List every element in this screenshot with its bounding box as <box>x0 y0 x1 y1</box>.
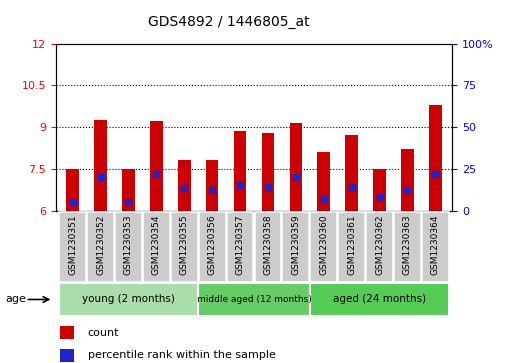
Bar <box>94 120 107 211</box>
Point <box>264 184 272 190</box>
Bar <box>178 160 190 211</box>
Point <box>124 199 133 205</box>
Text: GSM1230363: GSM1230363 <box>403 214 412 275</box>
Text: GSM1230360: GSM1230360 <box>319 214 328 275</box>
Text: GSM1230358: GSM1230358 <box>264 214 272 275</box>
Text: GSM1230353: GSM1230353 <box>124 214 133 275</box>
Point <box>69 199 77 205</box>
FancyBboxPatch shape <box>198 283 310 316</box>
Point <box>320 196 328 202</box>
Point <box>431 171 439 177</box>
FancyBboxPatch shape <box>310 212 337 282</box>
Point <box>403 187 411 192</box>
Text: middle aged (12 months): middle aged (12 months) <box>197 295 311 304</box>
FancyBboxPatch shape <box>282 212 309 282</box>
Point <box>97 174 105 180</box>
FancyBboxPatch shape <box>87 212 114 282</box>
Text: GSM1230356: GSM1230356 <box>208 214 216 275</box>
Text: young (2 months): young (2 months) <box>82 294 175 305</box>
Text: GSM1230359: GSM1230359 <box>292 214 300 275</box>
Text: GSM1230351: GSM1230351 <box>68 214 77 275</box>
Text: GSM1230352: GSM1230352 <box>96 214 105 275</box>
FancyBboxPatch shape <box>115 212 142 282</box>
Text: percentile rank within the sample: percentile rank within the sample <box>87 350 275 360</box>
Text: GSM1230361: GSM1230361 <box>347 214 356 275</box>
Bar <box>429 105 441 211</box>
FancyBboxPatch shape <box>394 212 421 282</box>
Point <box>208 187 216 192</box>
Bar <box>345 135 358 211</box>
Bar <box>373 169 386 211</box>
Text: GSM1230364: GSM1230364 <box>431 214 440 275</box>
Point <box>180 185 188 191</box>
FancyBboxPatch shape <box>58 283 198 316</box>
Bar <box>122 169 135 211</box>
FancyBboxPatch shape <box>59 212 86 282</box>
Point <box>292 174 300 180</box>
Bar <box>262 132 274 211</box>
FancyBboxPatch shape <box>338 212 365 282</box>
Text: aged (24 months): aged (24 months) <box>333 294 426 305</box>
Bar <box>234 131 246 211</box>
Bar <box>67 169 79 211</box>
Bar <box>290 123 302 211</box>
FancyBboxPatch shape <box>310 283 450 316</box>
FancyBboxPatch shape <box>422 212 449 282</box>
FancyBboxPatch shape <box>255 212 281 282</box>
Bar <box>60 349 74 362</box>
Text: GSM1230357: GSM1230357 <box>236 214 244 275</box>
Bar <box>206 160 218 211</box>
Bar <box>401 149 414 211</box>
FancyBboxPatch shape <box>366 212 393 282</box>
Text: GDS4892 / 1446805_at: GDS4892 / 1446805_at <box>148 15 309 29</box>
Point <box>236 183 244 188</box>
Point <box>152 171 161 177</box>
Text: GSM1230354: GSM1230354 <box>152 214 161 275</box>
Point <box>347 184 356 190</box>
Text: age: age <box>5 294 26 305</box>
FancyBboxPatch shape <box>171 212 198 282</box>
FancyBboxPatch shape <box>143 212 170 282</box>
Text: GSM1230355: GSM1230355 <box>180 214 189 275</box>
Bar <box>60 326 74 339</box>
Bar <box>318 152 330 211</box>
FancyBboxPatch shape <box>227 212 253 282</box>
Point <box>375 194 384 200</box>
FancyBboxPatch shape <box>199 212 226 282</box>
Text: GSM1230362: GSM1230362 <box>375 214 384 275</box>
Bar <box>150 122 163 211</box>
Text: count: count <box>87 328 119 338</box>
